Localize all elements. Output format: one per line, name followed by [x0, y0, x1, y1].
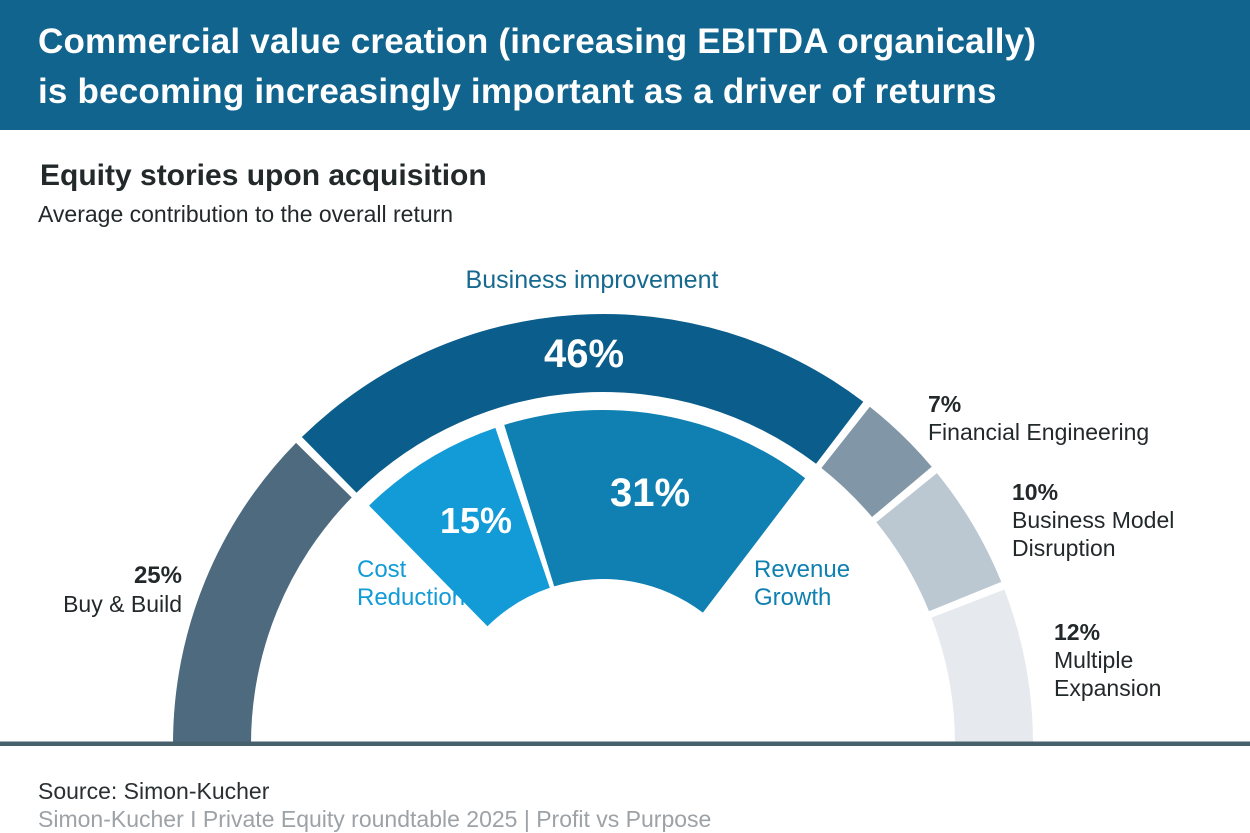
arc-segment-financial-engineering [821, 406, 932, 518]
segment-label-business-model-disruption: 10% Business Model Disruption [1012, 478, 1202, 562]
segment-label-financial-engineering: 7% Financial Engineering [928, 390, 1188, 446]
arc-segment-business-improvement [301, 313, 864, 493]
arc-segment-business-model-disruption [876, 473, 1002, 612]
segment-value-financial-engineering: 7% [928, 391, 962, 417]
segment-value-cost-reduction: 15% [439, 500, 513, 541]
segment-label-multiple-expansion: 12% Multiple Expansion [1054, 618, 1189, 702]
headline: Commercial value creation (increasing EB… [38, 17, 1036, 117]
segment-label-business-improvement: Business improvement [465, 266, 719, 294]
segment-label-financial-engineering-text: Financial Engineering [928, 419, 1150, 445]
segment-value-business-model-disruption: 10% [1012, 479, 1059, 505]
headline-line1: Commercial value creation (increasing EB… [38, 22, 1037, 61]
arc-inner-segment-revenue-growth [504, 410, 806, 613]
source-line: Source: Simon-Kucher [38, 778, 270, 804]
chart-baseline [0, 741, 1250, 746]
segment-label-business-model-disruption-text: Business Model Disruption [1012, 507, 1175, 561]
footnote-line: Simon-Kucher I Private Equity roundtable… [38, 806, 712, 832]
header-banner: Commercial value creation (increasing EB… [0, 0, 1250, 130]
arc-segment-buy-build [173, 442, 352, 744]
segment-value-buy-build: 25% [133, 562, 182, 589]
chart-subtitle: Average contribution to the overall retu… [38, 201, 454, 227]
segment-label-buy-build-text: Buy & Build [63, 591, 182, 617]
chart-title: Equity stories upon acquisition [40, 159, 487, 192]
segment-label-multiple-expansion-text: Multiple Expansion [1054, 647, 1162, 701]
arc-segment-multiple-expansion [931, 589, 1033, 744]
segment-value-revenue-growth: 31% [609, 471, 691, 515]
segment-label-buy-build: 25% Buy & Build [30, 562, 182, 618]
arc-inner-segment-cost-reduction [369, 427, 550, 627]
segment-label-cost-reduction: Cost Reduction [357, 556, 466, 611]
segment-value-multiple-expansion: 12% [1054, 619, 1101, 645]
segment-label-revenue-growth: Revenue Growth [754, 556, 851, 611]
headline-line2: is becoming increasingly important as a … [38, 72, 997, 111]
segment-value-business-improvement: 46% [543, 332, 625, 376]
